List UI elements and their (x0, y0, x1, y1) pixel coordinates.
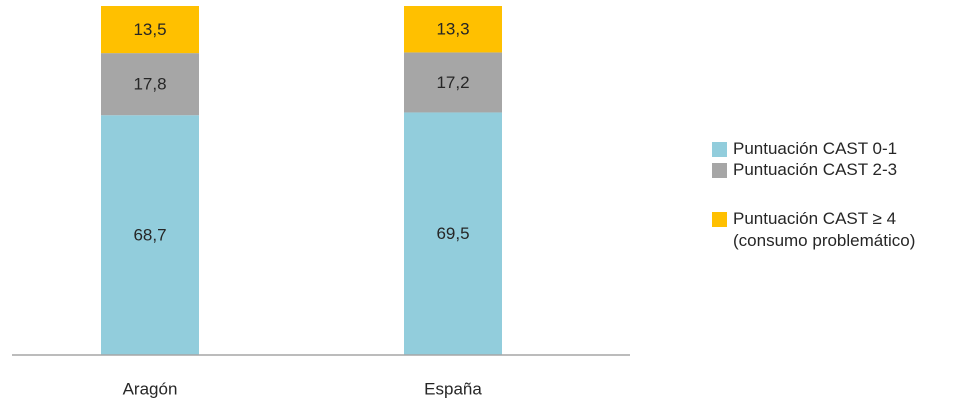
bar-segment-espana-series-0 (404, 112, 502, 355)
legend-swatch-cast-2-3 (712, 163, 727, 178)
legend-swatch-cast-0-1 (712, 142, 727, 157)
category-label-espana: España (424, 380, 482, 399)
bar-segment-espana-series-2 (404, 6, 502, 53)
data-label-aragon-series-2: 13,5 (133, 20, 166, 39)
data-label-espana-series-2: 13,3 (436, 20, 469, 39)
bars-group: 68,7 17,8 13,5 69,5 17,2 13,3 (101, 6, 502, 355)
legend-item-cast-0-1: Puntuación CAST 0-1 (712, 138, 897, 160)
category-labels: Aragón España (123, 380, 483, 399)
data-label-espana-series-1: 17,2 (436, 73, 469, 92)
legend-item-cast-2-3: Puntuación CAST 2-3 (712, 159, 897, 181)
bar-segment-aragon-series-0 (101, 115, 199, 355)
data-label-aragon-series-1: 17,8 (133, 75, 166, 94)
bar-segment-aragon-series-2 (101, 6, 199, 54)
data-label-espana-series-0: 69,5 (436, 224, 469, 243)
data-label-aragon-series-0: 68,7 (133, 226, 166, 245)
legend-label-cast-4: Puntuación CAST ≥ 4 (consumo problemátic… (733, 209, 916, 250)
legend-swatch-cast-4 (712, 212, 727, 227)
legend-label-cast-2-3: Puntuación CAST 2-3 (733, 160, 898, 179)
legend-item-cast-4: Puntuación CAST ≥ 4 (consumo problemátic… (712, 208, 915, 252)
legend-label-cast-0-1: Puntuación CAST 0-1 (733, 139, 898, 158)
bar-segment-aragon-series-1 (101, 53, 199, 116)
bar-segment-espana-series-1 (404, 52, 502, 113)
category-label-aragon: Aragón (123, 380, 178, 399)
